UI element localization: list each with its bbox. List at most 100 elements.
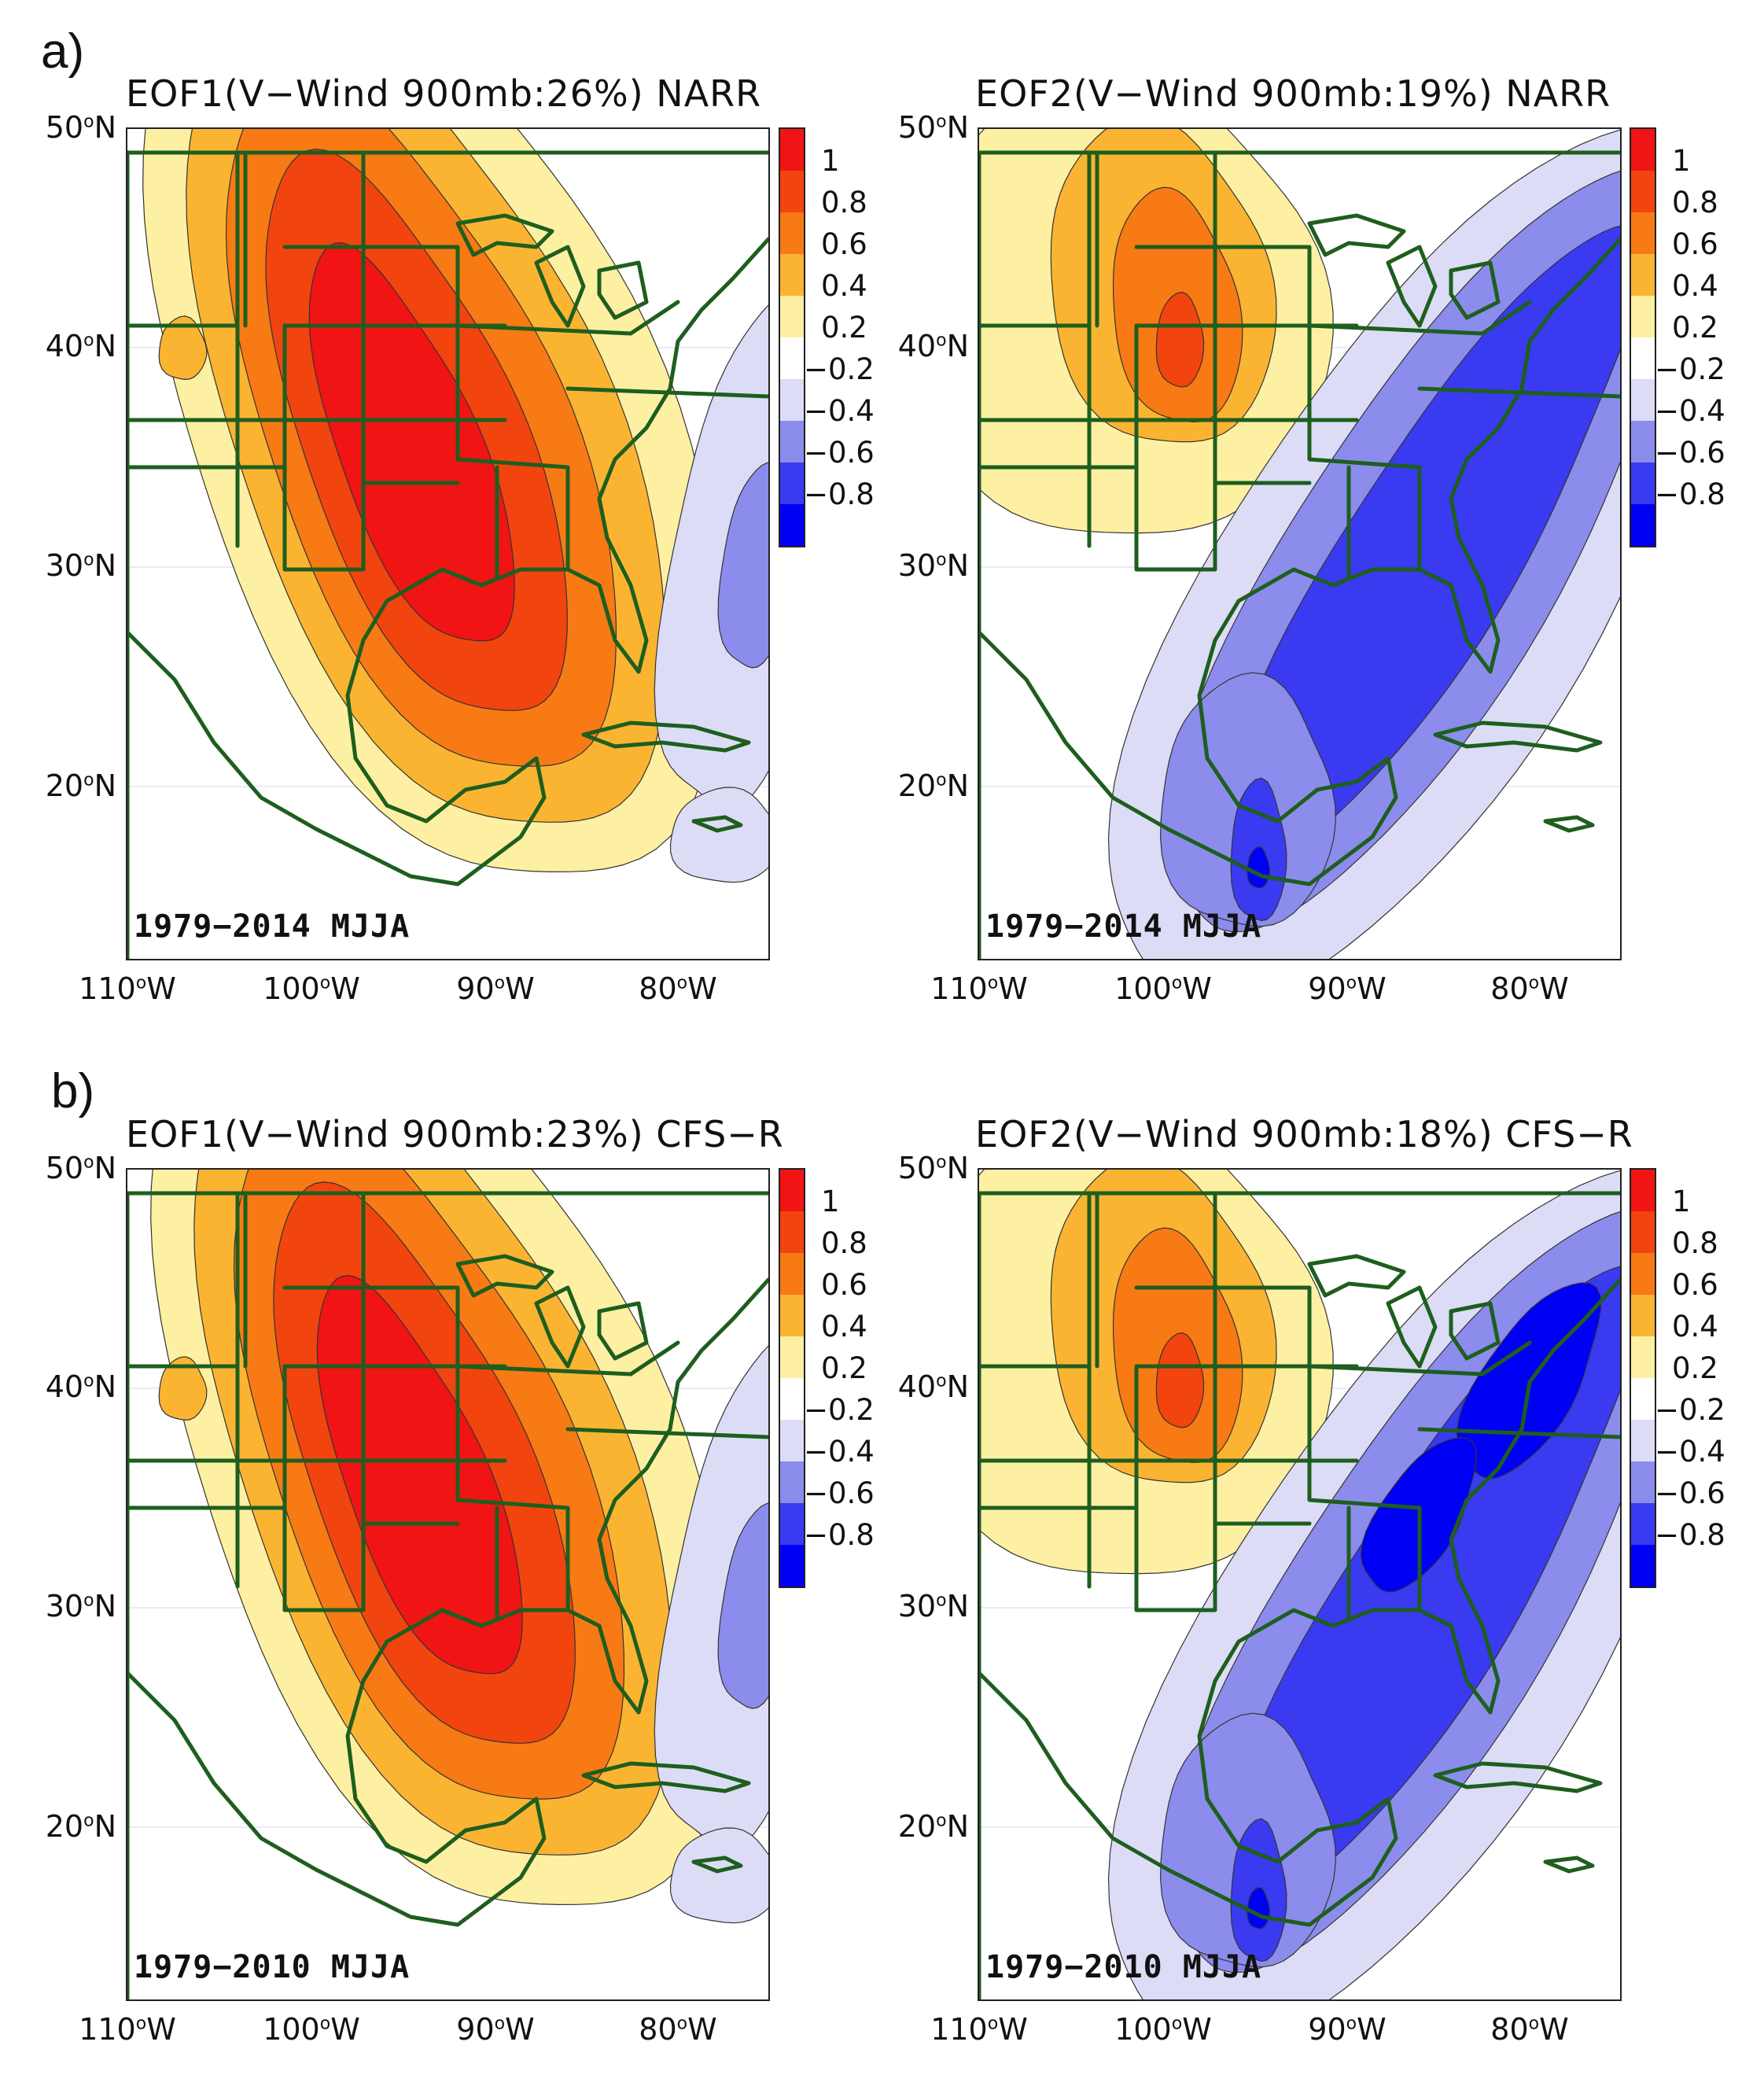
lon-label-90w: 90oW (1308, 971, 1387, 1006)
panel-label-b: b) (51, 1064, 95, 1119)
caribbean-islands (1433, 720, 1603, 833)
state-border (127, 1191, 768, 1999)
lon-label-110w: 110oW (79, 2012, 176, 2047)
contour-region (308, 241, 515, 642)
colorbar-swatch (779, 296, 805, 337)
colorbar-tick-label: −0.4 (804, 1435, 875, 1469)
colorbar-tick-label: −0.2 (1655, 352, 1725, 386)
colorbar (779, 1168, 805, 1588)
contour-region (158, 315, 208, 381)
state-border (979, 150, 1620, 959)
colorbar-tick-label: −0.2 (804, 1393, 875, 1427)
lat-label-50n: 50oN (45, 1151, 116, 1185)
lat-label-30n: 30oN (897, 1589, 969, 1623)
contour-region (669, 1827, 768, 1924)
colorbar-tick-label: −0.2 (804, 352, 875, 386)
contour-region (1155, 1332, 1205, 1428)
lon-label-80w: 80oW (1490, 971, 1569, 1006)
colorbar-swatch (779, 1545, 805, 1588)
contour-region (717, 1502, 768, 1709)
panel-b2-title: EOF2(V−Wind 900mb:18%) CFS−R (975, 1113, 1633, 1155)
colorbar-swatch (779, 1253, 805, 1295)
colorbar-swatch (1630, 1378, 1656, 1420)
lat-label-20n: 20oN (45, 768, 116, 803)
colorbar-swatch (1630, 127, 1656, 171)
map-panel-a1: 1979−2014 MJJA (126, 127, 770, 960)
colorbar-tick-label: 0.6 (821, 1268, 867, 1302)
colorbar-swatch (779, 379, 805, 421)
colorbar-tick-label: −0.4 (804, 394, 875, 428)
colorbar-swatch (1630, 421, 1656, 463)
great-lakes (1307, 213, 1501, 328)
panel-a2-title: EOF2(V−Wind 900mb:19%) NARR (975, 72, 1611, 115)
colorbar-tick-label: 0.4 (1672, 269, 1718, 303)
colorbar-tick-label: 0.6 (1672, 1268, 1718, 1302)
great-lakes (455, 213, 649, 328)
colorbar-tick-label: 0.8 (1672, 186, 1718, 219)
colorbar-tick-label: 1 (1672, 1185, 1691, 1218)
colorbar-tick-label: 0.4 (1672, 1310, 1718, 1343)
colorbar-tick-label: −0.8 (804, 1518, 875, 1552)
lon-label-110w: 110oW (79, 971, 176, 1006)
panel-b1-title: EOF1(V−Wind 900mb:23%) CFS−R (126, 1113, 784, 1155)
lon-label-100w: 100oW (1114, 2012, 1212, 2047)
colorbar-swatch (1630, 1211, 1656, 1253)
colorbar-swatch (779, 463, 805, 504)
colorbar-tick-label: 0.2 (821, 311, 867, 345)
caribbean-islands (581, 1761, 751, 1874)
lon-label-80w: 80oW (639, 971, 717, 1006)
map-graphics (127, 1170, 768, 1999)
lat-label-30n: 30oN (897, 548, 969, 583)
colorbar-tick-label: −0.6 (1655, 1476, 1725, 1510)
lat-label-30n: 30oN (45, 548, 116, 583)
colorbar-swatch (1630, 1503, 1656, 1545)
colorbar-swatch (1630, 337, 1656, 379)
colorbar-swatch (779, 1461, 805, 1503)
caribbean-islands (581, 720, 751, 833)
map-panel-b2: 1979−2010 MJJA (978, 1168, 1622, 2001)
colorbar-swatch (1630, 1545, 1656, 1588)
map-graphics (979, 1170, 1620, 1999)
colorbar-swatch (1630, 212, 1656, 254)
colorbar-tick-label: −0.6 (1655, 436, 1725, 470)
colorbar-tick-label: 0.4 (821, 269, 867, 303)
colorbar-tick-label: −0.8 (1655, 1518, 1725, 1552)
colorbar-swatch (779, 337, 805, 379)
coastline (979, 1191, 1620, 1927)
colorbar-swatch (779, 1295, 805, 1336)
period-label: 1979−2014 MJJA (134, 908, 411, 945)
great-lakes (1307, 1254, 1501, 1369)
contour-region (654, 304, 768, 810)
lon-label-100w: 100oW (263, 971, 360, 1006)
lon-label-110w: 110oW (930, 971, 1028, 1006)
lon-label-100w: 100oW (1114, 971, 1212, 1006)
panel-a1-title: EOF1(V−Wind 900mb:26%) NARR (126, 72, 762, 115)
map-graphics (127, 129, 768, 959)
contour-region (158, 1356, 208, 1421)
colorbar-swatch (779, 212, 805, 254)
colorbar-tick-label: 0.6 (821, 227, 867, 261)
coastline (979, 150, 1620, 886)
colorbar-tick-label: 1 (1672, 144, 1691, 178)
lat-label-40n: 40oN (897, 329, 969, 363)
contour-region (717, 462, 768, 669)
lon-label-90w: 90oW (456, 971, 535, 1006)
lat-label-40n: 40oN (897, 1369, 969, 1404)
colorbar-tick-label: 0.6 (1672, 227, 1718, 261)
period-label: 1979−2010 MJJA (985, 1949, 1262, 1985)
colorbar-swatch (779, 504, 805, 547)
lat-label-20n: 20oN (897, 1809, 969, 1844)
lat-label-50n: 50oN (897, 1151, 969, 1185)
colorbar-swatch (1630, 1168, 1656, 1211)
colorbar-swatch (1630, 463, 1656, 504)
colorbar-swatch (1630, 1420, 1656, 1461)
colorbar-swatch (779, 1420, 805, 1461)
panel-label-a: a) (41, 24, 85, 79)
lat-label-20n: 20oN (897, 768, 969, 803)
lon-label-110w: 110oW (930, 2012, 1028, 2047)
colorbar-tick-label: 0.2 (1672, 1351, 1718, 1385)
coastline (127, 150, 768, 886)
colorbar-swatch (779, 254, 805, 296)
colorbar-swatch (1630, 171, 1656, 212)
contour-region (316, 1274, 523, 1675)
